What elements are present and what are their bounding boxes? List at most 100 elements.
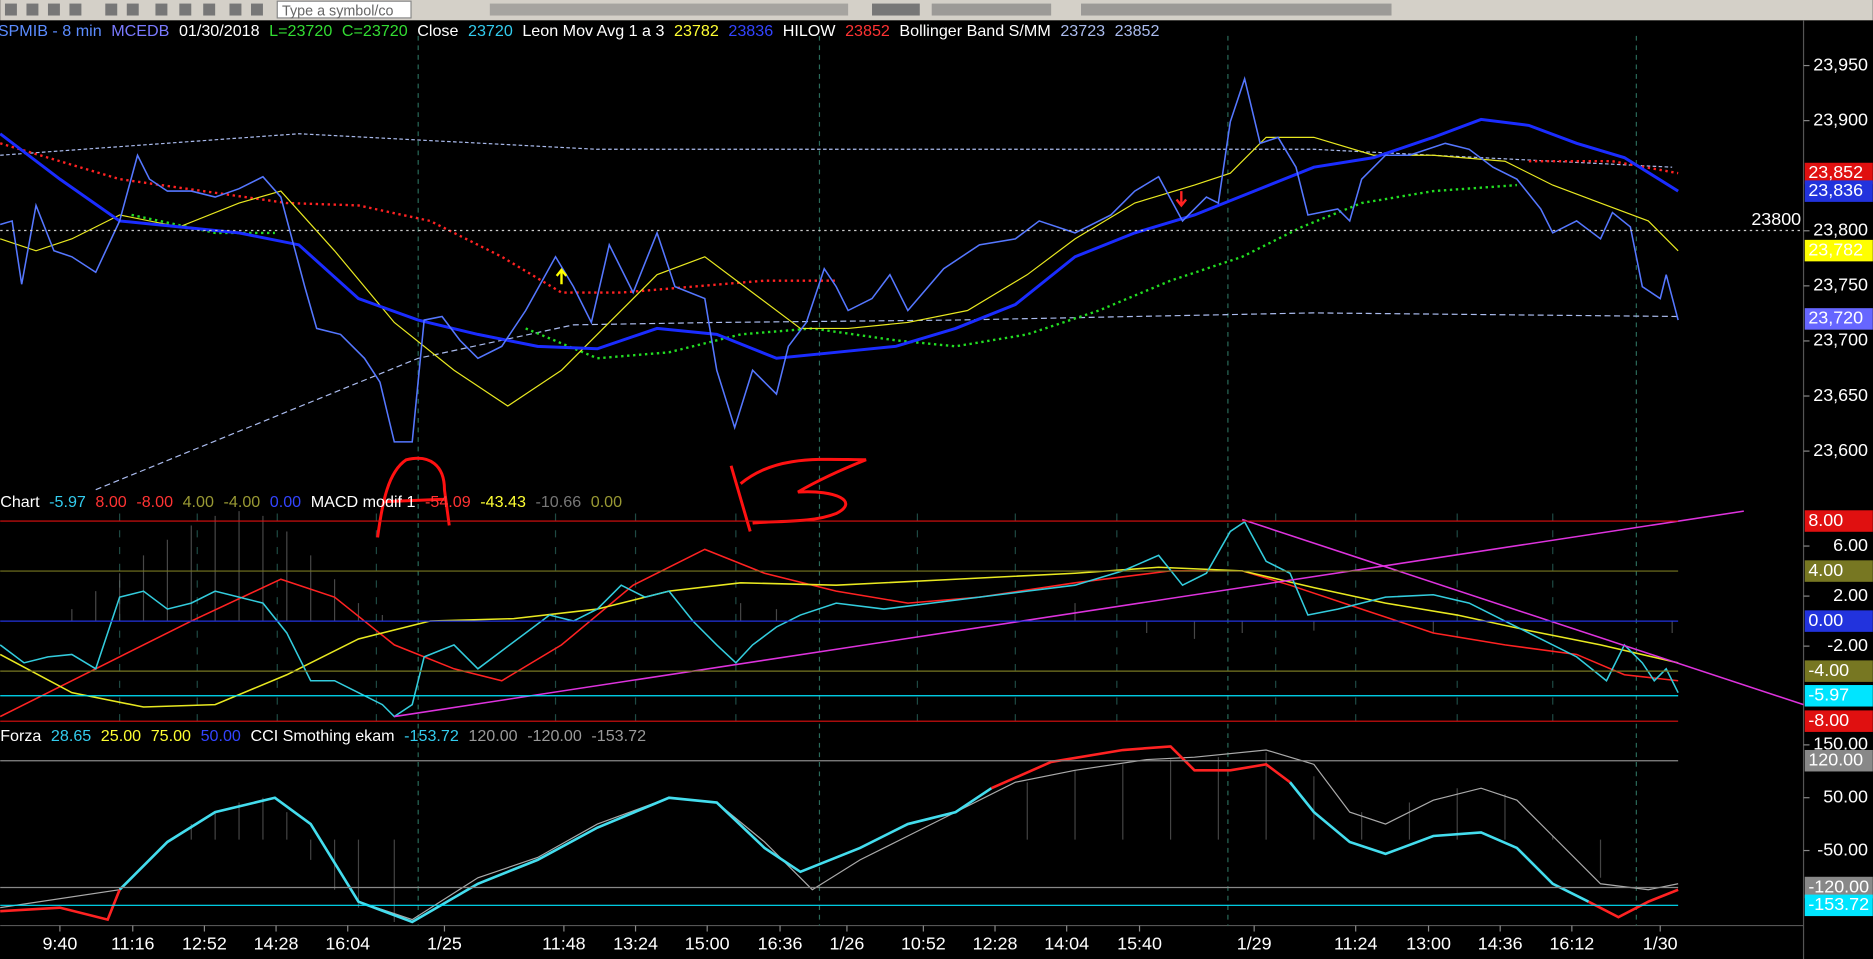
x-tick-label: 1/26 [829, 933, 864, 953]
y-tick-label: 6.00 [1833, 535, 1868, 555]
y-tick-label: 23,950 [1813, 54, 1868, 74]
x-tick-label: 14:36 [1478, 933, 1523, 953]
legend-item: -5.97 [49, 493, 86, 511]
legend-item: -10.66 [535, 493, 581, 511]
legend-item: 4.00 [183, 493, 214, 511]
x-tick-label: 11:48 [542, 933, 586, 953]
legend-item: 0.00 [270, 493, 301, 511]
legend-item: 01/30/2018 [179, 23, 260, 41]
x-tick-label: 1/25 [427, 933, 462, 953]
x-tick-label: 16:12 [1549, 933, 1594, 953]
legend-item: Bollinger Band S/MM [899, 23, 1050, 41]
reference-label: 23800 [1751, 209, 1801, 229]
value-box [1804, 749, 1873, 772]
legend-item: 23723 [1060, 23, 1105, 41]
y-tick-label: 23,650 [1813, 385, 1868, 405]
value-box [1804, 510, 1873, 532]
x-tick-label: 15:40 [1117, 933, 1162, 953]
value-box-label: -4.00 [1808, 660, 1849, 680]
x-tick-label: 11:24 [1334, 933, 1378, 953]
y-tick-label: -2.00 [1827, 635, 1868, 655]
legend-item: SPMIB - 8 min [0, 23, 102, 41]
value-box-label: 120.00 [1808, 749, 1863, 769]
legend-item: -54.09 [425, 493, 471, 511]
hilow-red-2 [1528, 160, 1679, 175]
y-tick-label: 23,700 [1813, 330, 1868, 350]
legend-item: 25.00 [101, 727, 141, 745]
x-tick-label: 14:04 [1044, 933, 1089, 953]
legend-item: -120.00 [527, 727, 582, 745]
x-tick-label: 16:04 [325, 933, 370, 953]
toolbar-icons [4, 3, 1392, 16]
value-box-label: 23,782 [1808, 239, 1863, 259]
legend-item: 23720 [468, 23, 513, 41]
price-line [0, 76, 1679, 443]
legend-item: CCI Smothing ekam [250, 727, 394, 745]
legend-item: 23852 [845, 23, 890, 41]
legend-item: MCEDB [111, 23, 169, 41]
x-tick-label: 16:36 [758, 933, 803, 953]
legend-item: -8.00 [136, 493, 173, 511]
value-box-label: 23,720 [1808, 308, 1863, 328]
x-tick-label: 15:00 [685, 933, 730, 953]
value-box-label: -5.97 [1808, 685, 1849, 705]
panel-legend: SPMIB - 8 min MCEDB 01/30/2018 L=23720 C=237… [0, 23, 1160, 41]
hilow-green [131, 213, 275, 235]
value-box [1804, 876, 1873, 899]
value-box [1804, 660, 1873, 682]
legend-item: Close [417, 23, 458, 41]
value-box [1804, 894, 1873, 917]
legend-item: 23852 [1115, 23, 1160, 41]
x-tick-label: 10:52 [901, 933, 946, 953]
value-box-label: 0.00 [1808, 610, 1843, 630]
sell-arrow [1175, 191, 1188, 208]
cci-histogram [190, 752, 1602, 922]
hilow-green-2 [525, 183, 1518, 360]
x-tick-label: 12:52 [182, 933, 227, 953]
legend-item: HILOW [783, 23, 837, 41]
value-box-label: 8.00 [1808, 510, 1843, 530]
x-tick-label: 13:24 [613, 933, 658, 953]
value-box [1804, 560, 1873, 582]
cci-lines [0, 745, 1679, 924]
legend-item: 120.00 [468, 727, 517, 745]
bollinger-upper [0, 133, 1673, 168]
panel-legend: Forza 28.65 25.00 75.00 50.00 CCI Smothing ek… [0, 727, 646, 745]
y-tick-label: 2.00 [1833, 585, 1868, 605]
value-box [1804, 308, 1873, 330]
legend-item: -153.72 [404, 727, 459, 745]
legend-item: 8.00 [95, 493, 126, 511]
value-box [1804, 162, 1873, 185]
value-box [1804, 180, 1873, 202]
y-tick-label: 50.00 [1823, 786, 1868, 806]
symbol-input[interactable] [276, 0, 412, 19]
time-grid [119, 513, 1554, 725]
legend-item: -43.43 [480, 493, 526, 511]
x-tick-label: 14:28 [254, 933, 299, 953]
legend-item: C=23720 [342, 23, 408, 41]
legend-item: 28.65 [51, 727, 91, 745]
value-box-label: -153.72 [1808, 894, 1869, 914]
value-box-label: -120.00 [1808, 876, 1869, 896]
value-box [1804, 685, 1873, 707]
x-tick-label: 11:16 [111, 933, 155, 953]
bollinger-lower [95, 312, 1679, 491]
x-tick-label: 1/30 [1643, 933, 1678, 953]
y-tick-label: 23,600 [1813, 440, 1868, 460]
legend-item: Leon Mov Avg 1 a 3 [522, 23, 664, 41]
legend-item: L=23720 [269, 23, 332, 41]
y-tick-label: 23,750 [1813, 275, 1868, 295]
legend-item: 23782 [674, 23, 719, 41]
value-box-label: 4.00 [1808, 560, 1843, 580]
x-tick-label: 13:00 [1406, 933, 1451, 953]
macd-lines [0, 510, 1804, 718]
y-tick-label: 23,800 [1813, 220, 1868, 240]
value-box-label: 23,836 [1808, 180, 1863, 200]
value-box [1804, 610, 1873, 632]
legend-item: 0.00 [591, 493, 622, 511]
legend-item: -4.00 [224, 493, 261, 511]
value-box [1804, 710, 1873, 732]
